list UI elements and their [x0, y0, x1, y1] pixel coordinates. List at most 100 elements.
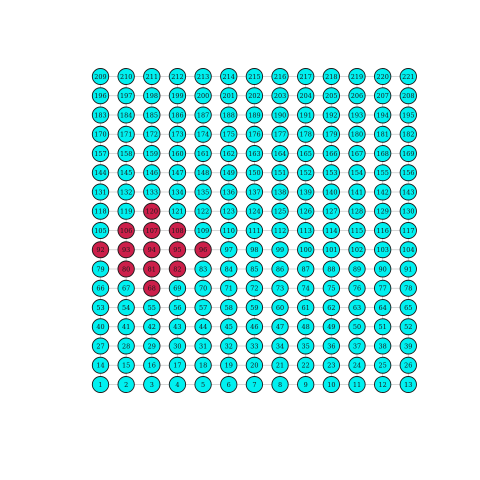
node-label: 148 [197, 169, 209, 177]
node-circle [91, 260, 110, 278]
node-label: 212 [171, 73, 183, 81]
node-label: 66 [96, 285, 104, 293]
node-label: 64 [379, 304, 387, 312]
grid-node: 71 [220, 279, 238, 297]
node-label: 146 [146, 169, 158, 177]
node-circle [348, 337, 366, 355]
node-label: 188 [223, 111, 235, 119]
grid-node: 191 [297, 106, 315, 124]
node-label: 17 [173, 362, 181, 370]
node-label: 36 [327, 342, 335, 350]
grid-node: 123 [220, 202, 238, 220]
grid-node: 40 [91, 318, 110, 336]
node-label: 175 [223, 131, 235, 139]
node-label: 96 [199, 246, 207, 254]
node-circle [322, 202, 340, 220]
grid-node: 87 [297, 260, 315, 278]
node-label: 30 [173, 342, 181, 350]
highlighted-node: 92 [91, 241, 110, 259]
node-label: 74 [302, 285, 310, 293]
grid-node: 136 [220, 183, 238, 201]
node-label: 194 [376, 111, 388, 119]
node-label: 23 [327, 362, 335, 370]
node-circle [168, 87, 187, 105]
node-circle [117, 164, 135, 182]
node-circle [348, 376, 366, 393]
node-label: 106 [120, 227, 132, 235]
grid-node: 91 [399, 260, 417, 278]
node-label: 60 [276, 304, 284, 312]
node-circle [220, 164, 238, 182]
node-circle [91, 222, 110, 239]
grid-node: 29 [143, 337, 161, 355]
grid-node: 148 [194, 164, 212, 182]
grid-node: 206 [348, 87, 366, 105]
node-label: 219 [351, 73, 363, 81]
node-circle [271, 356, 289, 374]
node-label: 22 [302, 362, 310, 370]
node-circle [399, 183, 417, 201]
node-label: 34 [276, 342, 284, 350]
node-label: 218 [325, 73, 337, 81]
grid-node: 66 [91, 279, 110, 297]
grid-node: 65 [399, 299, 417, 316]
node-label: 98 [250, 246, 258, 254]
node-circle [168, 241, 187, 259]
node-label: 215 [248, 73, 260, 81]
grid-node: 169 [399, 145, 417, 162]
grid-node: 128 [348, 202, 366, 220]
node-label: 154 [351, 169, 363, 177]
node-label: 109 [197, 227, 209, 235]
node-circle [373, 376, 392, 393]
node-circle [194, 164, 212, 182]
node-circle [194, 106, 212, 124]
node-circle [168, 202, 187, 220]
node-circle [194, 125, 212, 143]
grid-node: 67 [117, 279, 135, 297]
node-circle [220, 125, 238, 143]
grid-node: 64 [373, 299, 392, 316]
node-label: 68 [148, 285, 156, 293]
grid-node: 9 [297, 376, 315, 393]
node-circle [245, 106, 264, 124]
grid-node: 172 [143, 125, 161, 143]
grid-node: 194 [373, 106, 392, 124]
node-circle [143, 106, 161, 124]
grid-node: 5 [194, 376, 212, 393]
node-circle [117, 87, 135, 105]
grid-node: 8 [271, 376, 289, 393]
node-label: 201 [223, 92, 235, 100]
node-label: 147 [171, 169, 183, 177]
highlighted-node: 93 [117, 241, 135, 259]
node-label: 126 [299, 208, 311, 216]
node-circle [245, 260, 264, 278]
grid-node: 44 [194, 318, 212, 336]
node-label: 10 [327, 381, 335, 389]
node-label: 157 [94, 150, 106, 158]
node-label: 89 [353, 265, 361, 273]
grid-node: 38 [373, 337, 392, 355]
node-label: 35 [302, 342, 310, 350]
grid-node: 100 [297, 241, 315, 259]
node-circle [143, 299, 161, 316]
node-circle [194, 241, 212, 259]
node-circle [297, 279, 315, 297]
node-label: 172 [146, 131, 158, 139]
grid-node: 78 [399, 279, 417, 297]
node-label: 118 [94, 208, 106, 216]
grid-node: 124 [245, 202, 264, 220]
node-circle [348, 125, 366, 143]
grid-node: 4 [168, 376, 187, 393]
node-circle [271, 183, 289, 201]
node-label: 176 [248, 131, 260, 139]
grid-node: 89 [348, 260, 366, 278]
node-circle [271, 106, 289, 124]
node-label: 86 [276, 265, 284, 273]
node-circle [297, 376, 315, 393]
node-label: 137 [248, 188, 260, 196]
node-circle [297, 164, 315, 182]
node-circle [168, 222, 187, 239]
grid-node: 170 [91, 125, 110, 143]
node-circle [143, 241, 161, 259]
